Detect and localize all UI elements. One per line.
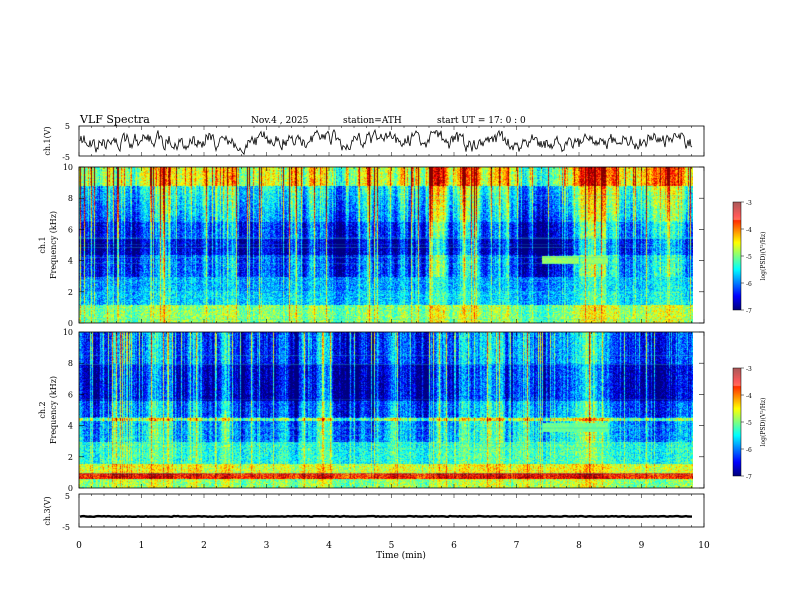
- ch2-spectrogram-ytick-label: 10: [63, 328, 73, 337]
- ch1-spectrogram-ytick-label: 8: [68, 194, 73, 203]
- time-tick-label: 1: [139, 541, 145, 551]
- ch1-ytick-top: 5: [65, 122, 70, 131]
- figure-station: station=ATH: [343, 116, 402, 126]
- ch1-colorbar-tick-label: -6: [746, 281, 752, 288]
- ch1-waveform-panel: 5 -5 ch.1(V): [43, 122, 705, 162]
- ch2-colorbar-label: log(PSD)(V²/Hz): [760, 398, 767, 447]
- ch1-spectrogram-ylabel-channel: ch.1: [38, 236, 47, 253]
- time-tick-label: 5: [389, 541, 395, 551]
- ch1-colorbar: [733, 202, 741, 310]
- ch1-spectrogram-ytick-label: 2: [68, 288, 73, 297]
- figure-date: Nov.4 , 2025: [251, 116, 309, 126]
- ch3-waveform-ylabel: ch.3(V): [43, 496, 52, 525]
- ch1-spectrogram-ytick-label: 6: [68, 225, 73, 234]
- ch1-frequency-axis: 0 2 4 6 8 10: [63, 163, 704, 328]
- time-tick-label: 10: [698, 541, 710, 551]
- ch1-colorbar-tick-label: -7: [746, 308, 752, 315]
- ch3-waveform-line: [79, 514, 692, 519]
- ch1-colorbar-label: log(PSD)(V²/Hz): [760, 232, 767, 281]
- ch1-spectrogram-ytick-label: 10: [63, 163, 73, 172]
- time-tick-label: 3: [264, 541, 270, 551]
- ch1-ytick-bottom: -5: [62, 153, 70, 162]
- ch1-colorbar-tick-label: -5: [746, 254, 752, 261]
- ch1-colorbar-tick-label: -4: [746, 227, 752, 234]
- time-tick-label: 7: [514, 541, 520, 551]
- ch3-ytick-bottom: -5: [62, 523, 70, 532]
- ch2-spectrogram-ylabel-frequency: Frequency (kHz): [49, 376, 58, 444]
- ch2-spectrogram-ytick-label: 6: [68, 390, 73, 399]
- ch2-spectrogram-ytick-label: 8: [68, 359, 73, 368]
- time-tick-label: 2: [201, 541, 207, 551]
- time-tick-label: 0: [76, 541, 82, 551]
- ch2-colorbar-tick-label: -3: [746, 366, 752, 373]
- ch2-spectrogram-image: [79, 332, 693, 488]
- time-tick-label: 6: [451, 541, 457, 551]
- ch1-waveform-frame: [78, 125, 705, 157]
- ch1-spectrogram-image: [79, 167, 693, 323]
- ch3-waveform-frame: [78, 493, 705, 528]
- time-tick-label: 4: [326, 541, 332, 551]
- ch1-spectrogram-ytick-label: 4: [68, 257, 73, 266]
- figure-start-time: start UT = 17: 0 : 0: [437, 116, 526, 126]
- ch1-waveform-line: [79, 128, 693, 156]
- ch2-spectrogram-ylabel-channel: ch.2: [38, 401, 47, 418]
- ch2-colorbar: [733, 368, 741, 476]
- time-axis-label: Time (min): [376, 550, 426, 561]
- ch3-waveform-panel: 5 -5 ch.3(V): [43, 492, 705, 532]
- ch2-colorbar-tick-label: -7: [746, 474, 752, 481]
- ch1-spectrogram-ytick-label: 0: [68, 319, 73, 328]
- time-axis: 0 1 2 3 4 5 6 7 8 9 10: [76, 126, 710, 551]
- ch2-colorbar-tick-label: -4: [746, 393, 752, 400]
- ch1-waveform-ylabel: ch.1(V): [43, 126, 52, 155]
- ch1-colorbar-tick-label: -3: [746, 200, 752, 207]
- ch3-ytick-top: 5: [65, 492, 70, 501]
- ch1-spectrogram-ylabel-frequency: Frequency (kHz): [49, 211, 58, 279]
- figure-title: VLF Spectra: [79, 113, 150, 126]
- ch2-spectrogram-ytick-label: 4: [68, 422, 73, 431]
- ch2-frequency-axis: 0 2 4 6 8 10: [63, 328, 704, 493]
- ch2-colorbar-axis: -3 -4 -5 -6 -7: [741, 366, 752, 481]
- ch2-colorbar-tick-label: -6: [746, 447, 752, 454]
- ch2-spectrogram-ytick-label: 0: [68, 484, 73, 493]
- time-tick-label: 9: [639, 541, 645, 551]
- ch2-colorbar-tick-label: -5: [746, 420, 752, 427]
- ch1-colorbar-axis: -3 -4 -5 -6 -7: [741, 200, 752, 315]
- time-tick-label: 8: [576, 541, 582, 551]
- ch2-spectrogram-ytick-label: 2: [68, 453, 73, 462]
